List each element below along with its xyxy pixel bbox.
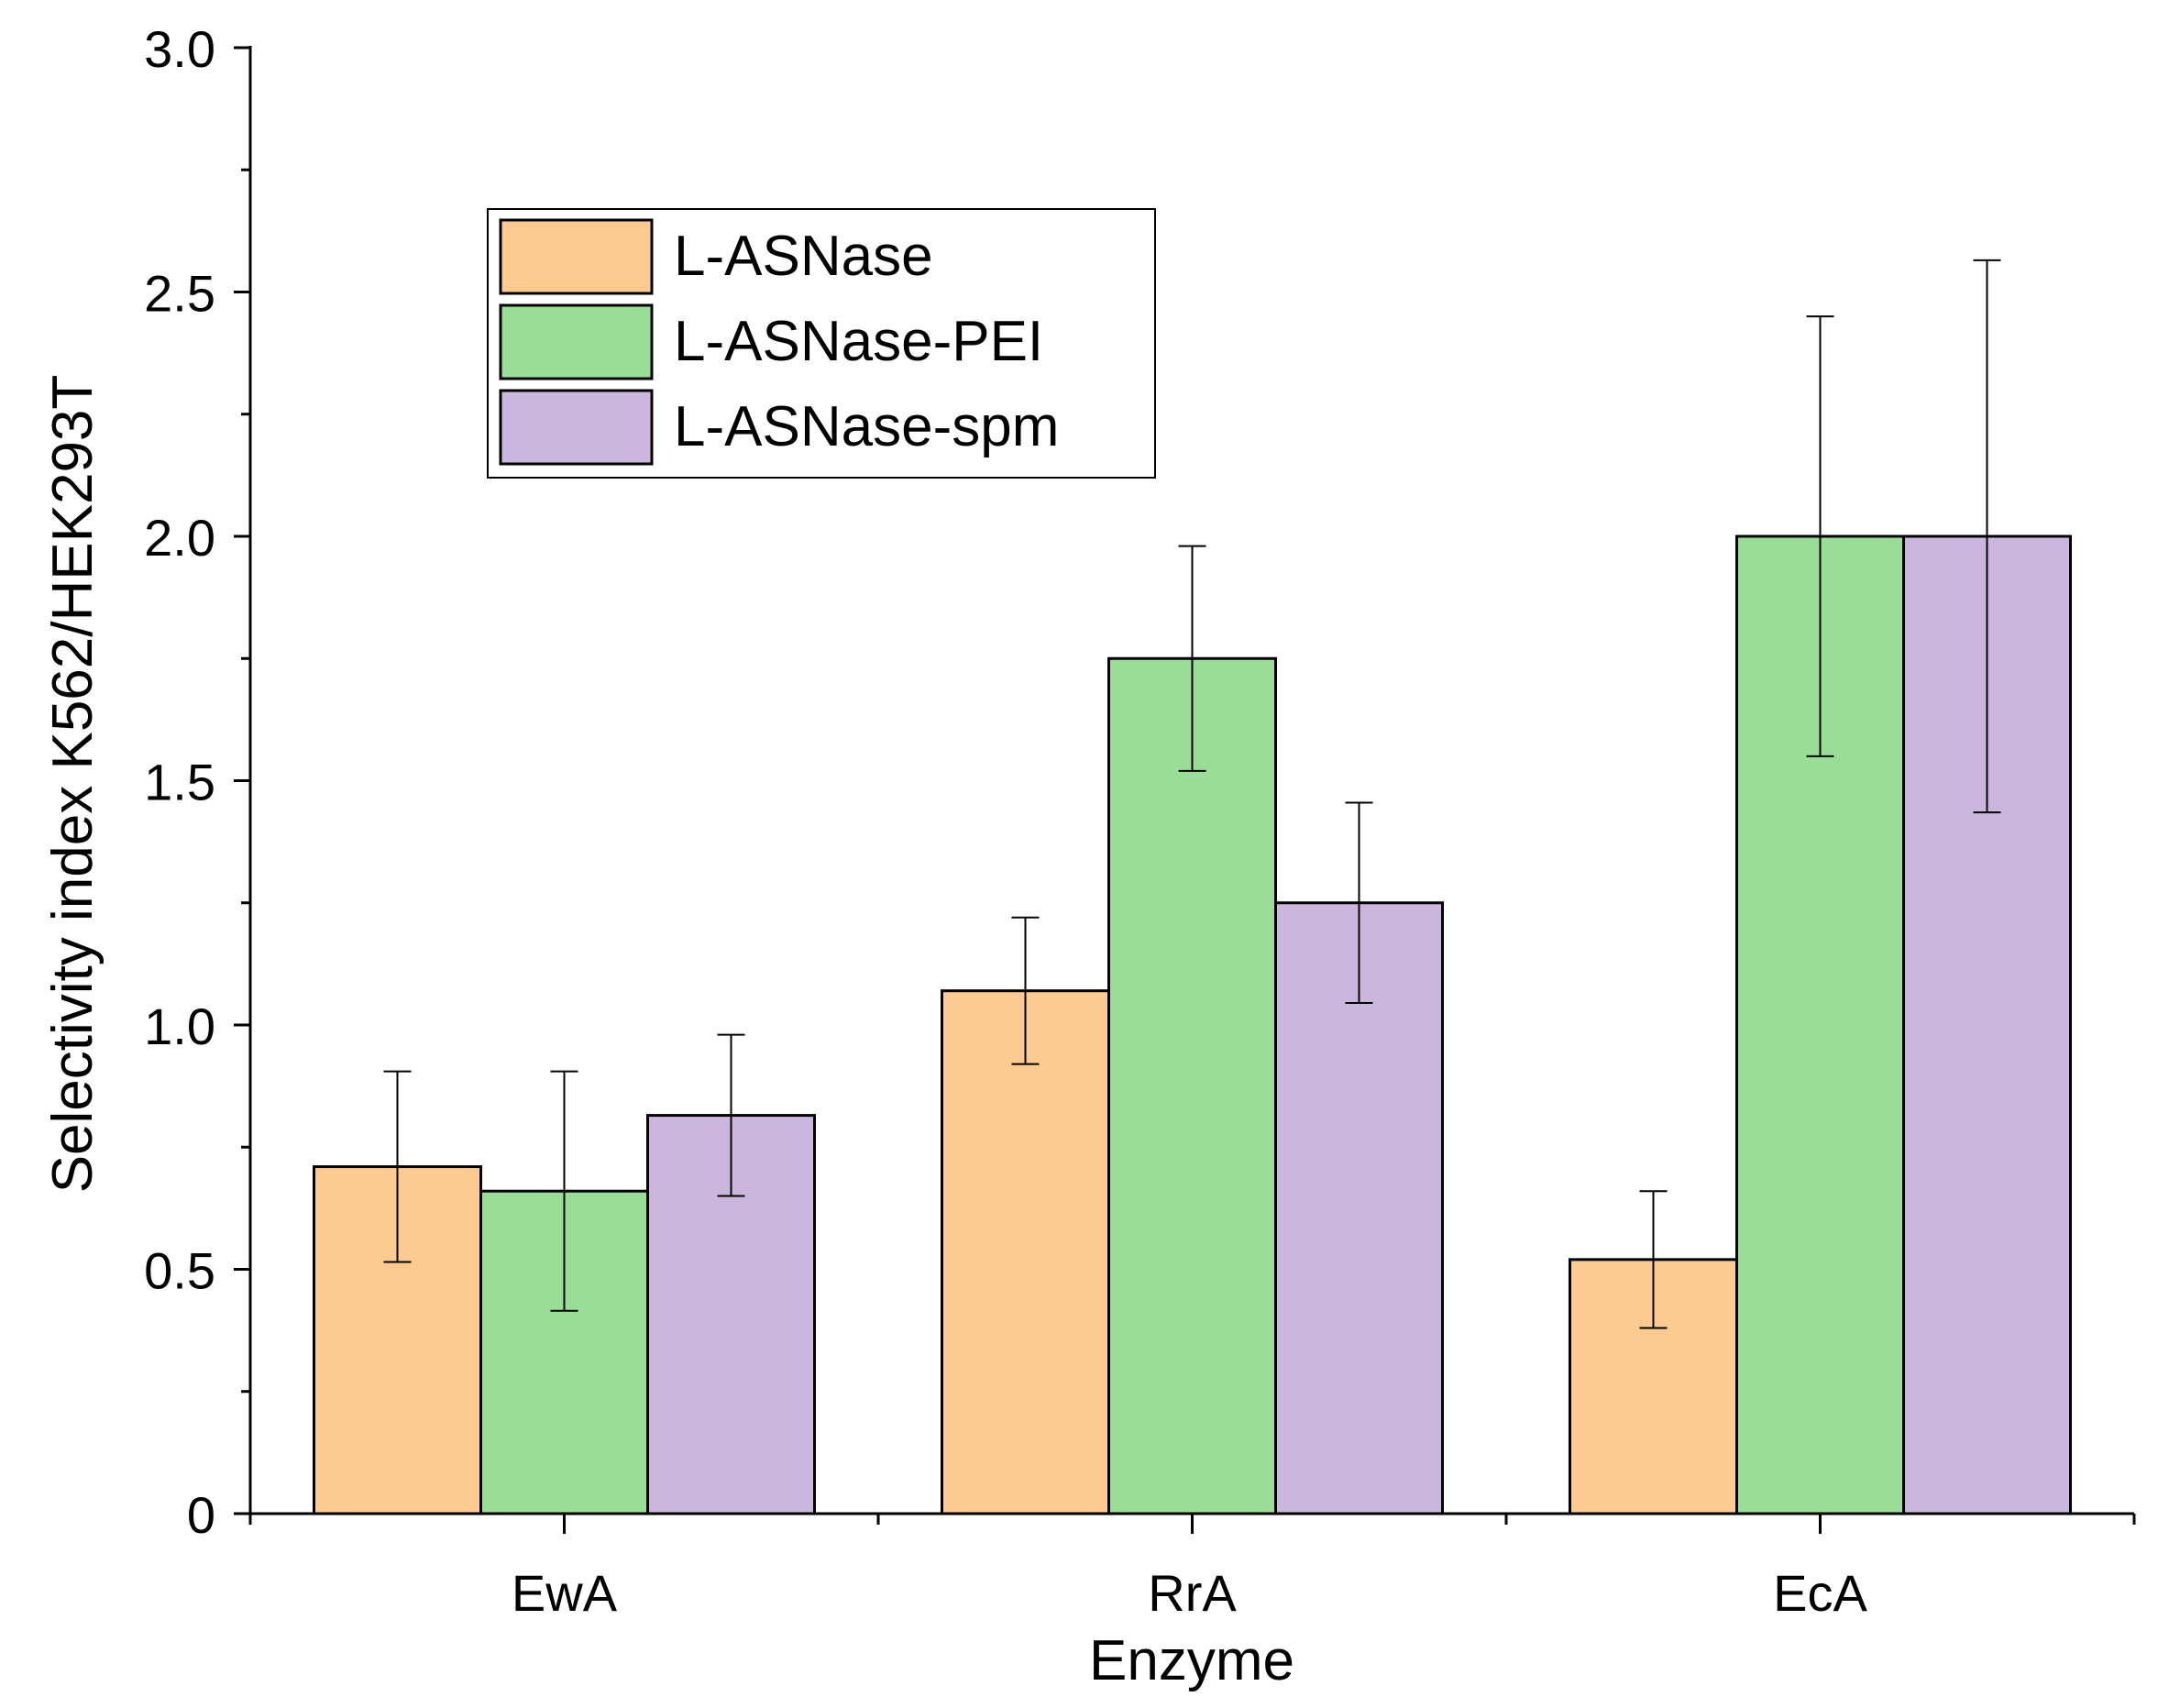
x-axis-label: Enzyme — [1089, 1629, 1294, 1692]
error-bar-eca-l-asnase-spm — [1973, 259, 2001, 814]
error-bar-eca-l-asnase — [1639, 1190, 1668, 1329]
y-tick-label: 2.0 — [144, 509, 215, 567]
legend-swatch-l-asnase-spm — [499, 389, 654, 466]
error-bars-layer — [383, 259, 2001, 1329]
y-tick-label: 1.5 — [144, 754, 215, 811]
error-bar-ewa-l-asnase-spm — [717, 1033, 745, 1197]
x-tick-label-eca: EcA — [1773, 1564, 1867, 1622]
legend-label-l-asnase-spm: L-ASNase-spm — [674, 395, 1059, 458]
error-bar-eca-l-asnase-pei — [1806, 315, 1834, 757]
x-tick-label-rra: RrA — [1148, 1564, 1237, 1622]
error-bar-rra-l-asnase — [1011, 916, 1040, 1065]
legend-swatch-l-asnase — [499, 218, 654, 295]
error-bar-rra-l-asnase-pei — [1178, 545, 1206, 772]
y-tick-label: 1.0 — [144, 997, 215, 1055]
y-tick-label: 3.0 — [144, 20, 215, 78]
x-tick-label-ewa: EwA — [512, 1564, 618, 1622]
y-tick-label: 2.5 — [144, 265, 215, 323]
legend: L-ASNase L-ASNase-PEI L-ASNase-spm — [487, 208, 1156, 479]
bar-rra-l-asnase-pei — [1107, 656, 1277, 1515]
bar-rra-l-asnase — [941, 989, 1110, 1515]
y-tick-label: 0 — [187, 1486, 215, 1544]
legend-label-l-asnase-pei: L-ASNase-PEI — [674, 310, 1043, 373]
error-bar-ewa-l-asnase — [383, 1070, 412, 1263]
legend-swatch-l-asnase-pei — [499, 303, 654, 380]
axes-layer: 0 0.5 1.0 1.5 2.0 2.5 3.0 EwA RrA EcA — [144, 20, 2136, 1622]
legend-label-l-asnase: L-ASNase — [674, 225, 933, 288]
bar-rra-l-asnase-spm — [1274, 901, 1444, 1515]
y-tick-label: 0.5 — [144, 1242, 215, 1300]
y-axis-label: Selectivity index K562/HEK293T — [41, 375, 105, 1194]
error-bar-ewa-l-asnase-pei — [550, 1070, 578, 1312]
error-bar-rra-l-asnase-spm — [1345, 801, 1373, 1005]
bars-layer — [313, 534, 2072, 1515]
